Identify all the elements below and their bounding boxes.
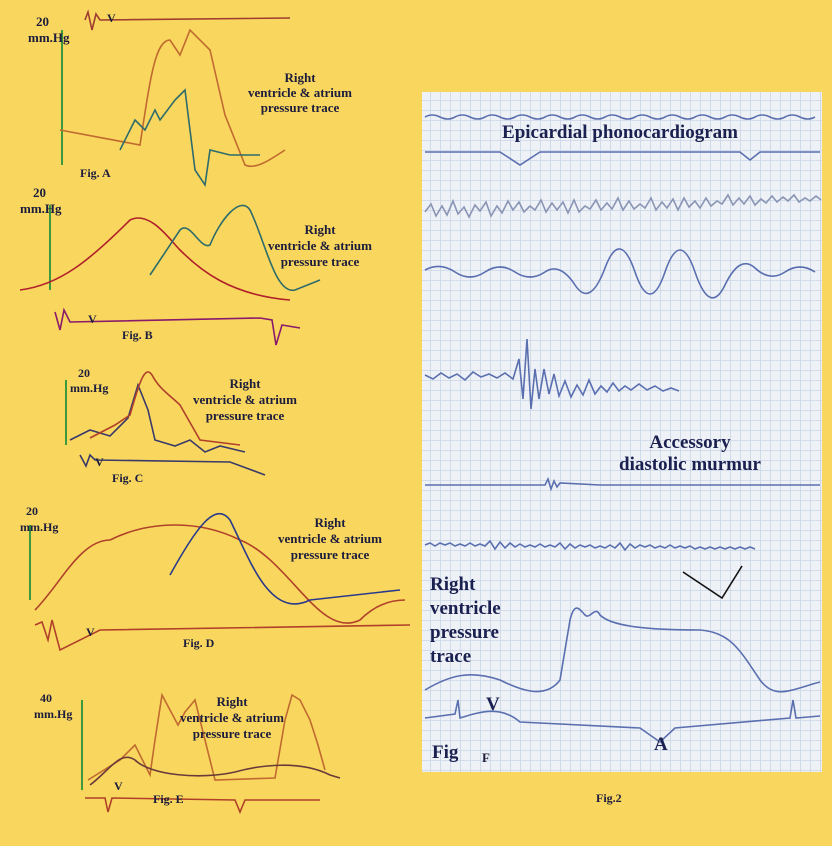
- pressure-label: trace: [430, 646, 471, 667]
- scale-unit: mm.Hg: [20, 201, 62, 216]
- fig2-title: Epicardial phonocardiogram: [502, 122, 738, 143]
- scale-unit: mm.Hg: [20, 520, 58, 534]
- scale-unit: mm.Hg: [34, 707, 72, 721]
- scale-value: 20: [33, 185, 46, 200]
- scale-value: 20: [78, 366, 90, 380]
- figure: 20 mm.Hg Right ventricle & atrium pressu…: [0, 0, 832, 846]
- scale-value: 20: [36, 14, 49, 29]
- trace-label: Right: [284, 70, 316, 85]
- a-marker: A: [654, 734, 668, 755]
- scale-unit: mm.Hg: [70, 381, 108, 395]
- fig2: Epicardial phonocardiogram Accessory dia…: [422, 92, 822, 772]
- fig-label: Fig: [432, 742, 459, 763]
- trace-label: Right: [314, 515, 346, 530]
- pressure-label: ventricle: [430, 598, 501, 619]
- v-marker: V: [86, 625, 95, 639]
- fig-letter: F: [482, 750, 490, 765]
- trace-label: ventricle & atrium: [248, 85, 352, 100]
- trace-label: ventricle & atrium: [268, 238, 372, 253]
- trace-label: Right: [229, 376, 261, 391]
- pressure-label: pressure: [430, 622, 499, 643]
- murmur-label: Accessory: [649, 432, 731, 453]
- trace-label: pressure trace: [261, 100, 340, 115]
- trace-label: Right: [304, 222, 336, 237]
- v-marker: V: [486, 694, 500, 715]
- caption: Fig. A: [80, 166, 111, 180]
- trace-label: pressure trace: [281, 254, 360, 269]
- pressure-label: Right: [430, 574, 476, 595]
- trace-label: ventricle & atrium: [180, 710, 284, 725]
- caption: Fig. C: [112, 471, 143, 485]
- scale-value: 20: [26, 504, 38, 518]
- v-marker: V: [107, 11, 116, 25]
- trace-label: pressure trace: [206, 408, 285, 423]
- v-marker: V: [88, 312, 97, 326]
- scale-value: 40: [40, 691, 52, 705]
- scale-unit: mm.Hg: [28, 30, 70, 45]
- trace-label: pressure trace: [291, 547, 370, 562]
- paper-grid: [422, 92, 822, 772]
- v-marker: V: [95, 455, 104, 469]
- v-marker: V: [114, 779, 123, 793]
- trace-label: Right: [216, 694, 248, 709]
- murmur-label: diastolic murmur: [619, 454, 762, 475]
- trace-label: ventricle & atrium: [193, 392, 297, 407]
- trace-label: pressure trace: [193, 726, 272, 741]
- caption: Fig. B: [122, 328, 153, 342]
- fig2-caption: Fig.2: [596, 791, 622, 805]
- caption: Fig. E: [153, 792, 184, 806]
- caption: Fig. D: [183, 636, 215, 650]
- trace-label: ventricle & atrium: [278, 531, 382, 546]
